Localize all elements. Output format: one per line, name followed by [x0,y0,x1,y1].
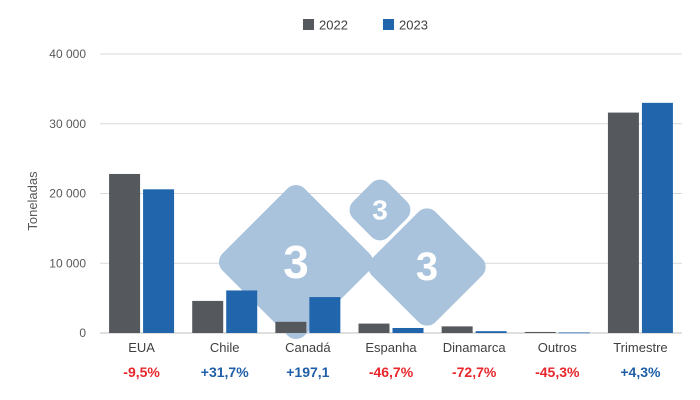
change-labels: -9,5% +31,7% +197,1 -46,7% -72,7% -45,3% +4,3% [123,364,661,380]
change-label: +31,7% [201,364,249,380]
change-label: -46,7% [369,364,414,380]
bar-2023-Espanha [392,327,424,333]
watermark-diamond-right: 3 [368,208,486,326]
x-tick-label: Canadá [285,340,331,355]
bar-2022-Chile [192,300,224,333]
legend: 2022 2023 [303,18,428,33]
bar-2023-Canadá [309,297,341,333]
bar-2022-Trimestre [607,112,639,333]
bar-2023-Chile [226,290,258,333]
y-axis-ticks: 0 10 000 20 000 30 000 40 000 [49,47,86,340]
bar-2023-EUA [143,189,175,333]
y-tick-label: 30 000 [49,117,86,131]
x-tick-label: Chile [210,340,240,355]
y-axis-label: Toneladas [25,171,40,231]
bar-2022-Outros [524,331,556,333]
legend-swatch-2023 [383,19,394,30]
bar-2022-Espanha [358,323,390,333]
x-tick-label: Espanha [365,340,417,355]
bar-2023-Outros [558,332,590,334]
x-tick-label: Dinamarca [443,340,507,355]
bar-2022-EUA [109,173,141,333]
svg-text:3: 3 [416,245,438,289]
change-label: -72,7% [452,364,497,380]
bar-2022-Dinamarca [441,326,473,333]
y-tick-label: 10 000 [49,256,86,270]
change-label: -9,5% [123,364,160,380]
legend-swatch-2022 [303,19,314,30]
bars [109,102,673,334]
y-tick-label: 0 [79,326,86,340]
bar-2023-Trimestre [641,102,673,333]
x-axis-labels: EUA Chile Canadá Espanha Dinamarca Outros Trim… [128,340,667,355]
legend-label: 2023 [399,18,428,33]
legend-label: 2022 [319,18,348,33]
y-tick-label: 20 000 [49,187,86,201]
watermark-diamond-top: 3 [349,179,411,241]
bar-2022-Canadá [275,321,307,333]
svg-text:3: 3 [283,236,309,288]
bar-2023-Dinamarca [475,331,507,333]
change-label: +4,3% [620,364,661,380]
change-label: +197,1 [286,364,329,380]
y-tick-label: 40 000 [49,47,86,61]
change-label: -45,3% [535,364,580,380]
x-tick-label: Trimestre [613,340,667,355]
logo-333-watermark: 3 3 3 [218,179,486,340]
svg-text:3: 3 [372,195,388,226]
x-tick-label: EUA [128,340,155,355]
x-tick-label: Outros [538,340,578,355]
